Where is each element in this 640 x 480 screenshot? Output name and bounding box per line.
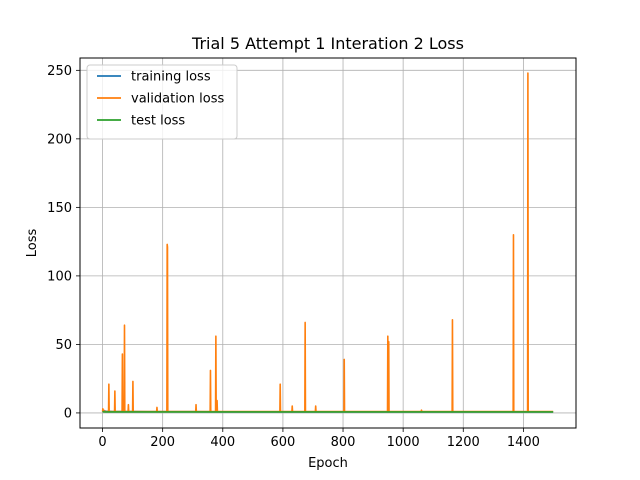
x-axis-label: Epoch [308,456,348,471]
legend-label: test loss [131,114,185,129]
x-tick-label: 800 [331,435,356,450]
y-tick-label: 150 [47,201,72,216]
y-tick-label: 250 [47,64,72,79]
y-axis-label: Loss [25,229,40,258]
x-tick-label: 1000 [387,435,420,450]
y-tick-label: 0 [64,406,72,421]
y-tick-label: 100 [47,269,72,284]
legend-label: validation loss [131,92,224,107]
y-tick-label: 50 [55,338,72,353]
series-line-test-loss [102,410,554,413]
legend-label: training loss [131,70,211,85]
plot-series [101,72,554,413]
x-tick-label: 400 [210,435,235,450]
x-tick-label: 1400 [507,435,540,450]
x-tick-label: 0 [98,435,106,450]
plot-frame [79,57,577,429]
x-tick-label: 200 [150,435,175,450]
legend-box [86,64,238,140]
x-tick-label: 600 [270,435,295,450]
y-tick-label: 200 [47,132,72,147]
grid-lines [80,58,576,428]
chart-title: Trial 5 Attempt 1 Interation 2 Loss [191,34,464,53]
axis-ticks: 0 200 400 600 800 1000 1200 1400 0 50 100 150 200 250 [47,64,540,450]
x-tick-label: 1200 [447,435,480,450]
legend: training loss validation loss test loss [86,64,238,140]
